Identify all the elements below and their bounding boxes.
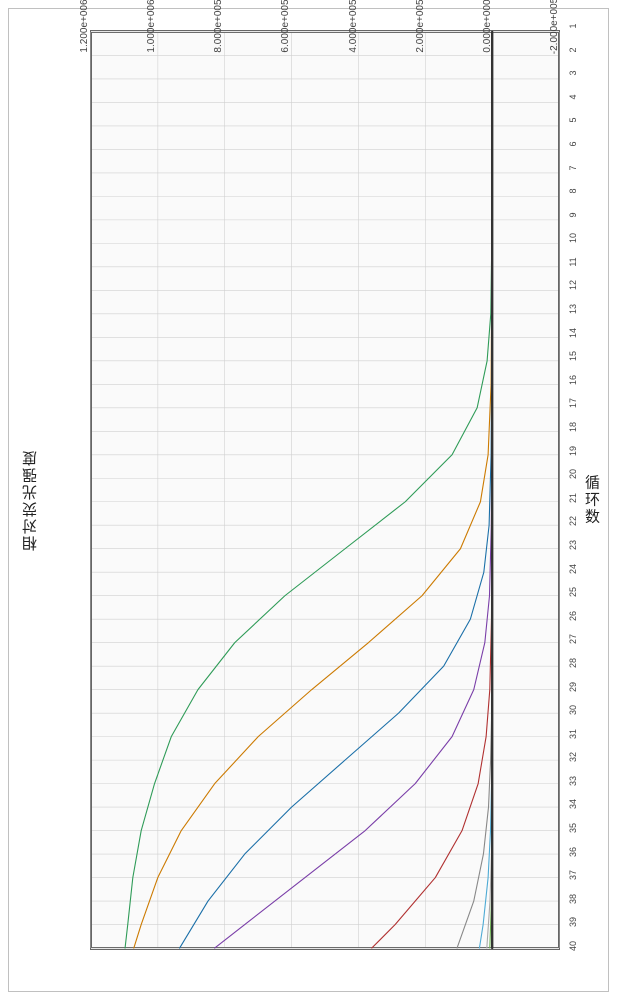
- x-tick-label: 15: [568, 347, 578, 365]
- x-tick-label: 23: [568, 536, 578, 554]
- x-tick-label: 6: [568, 135, 578, 153]
- x-tick-label: 1: [568, 17, 578, 35]
- x-tick-label: 26: [568, 607, 578, 625]
- x-tick-label: 25: [568, 583, 578, 601]
- x-tick-label: 13: [568, 300, 578, 318]
- x-tick-label: 17: [568, 394, 578, 412]
- x-tick-label: 33: [568, 772, 578, 790]
- series-sB: [134, 32, 492, 948]
- x-tick-label: 30: [568, 701, 578, 719]
- x-tick-label: 3: [568, 64, 578, 82]
- plot-svg: [91, 31, 559, 949]
- y-tick-label: 4.000e+005: [348, 0, 359, 53]
- x-tick-label: 39: [568, 913, 578, 931]
- x-tick-label: 9: [568, 206, 578, 224]
- series-sF: [457, 32, 492, 948]
- y-tick-label: 1.000e+006: [146, 0, 157, 53]
- x-tick-label: 16: [568, 371, 578, 389]
- x-tick-label: 36: [568, 843, 578, 861]
- x-tick-label: 14: [568, 324, 578, 342]
- x-axis-label: 循环数: [581, 475, 602, 526]
- x-tick-label: 22: [568, 512, 578, 530]
- x-tick-label: 24: [568, 560, 578, 578]
- series-sE: [372, 32, 492, 948]
- x-tick-label: 2: [568, 41, 578, 59]
- x-tick-label: 34: [568, 795, 578, 813]
- plot-area: [90, 30, 560, 950]
- x-tick-label: 21: [568, 489, 578, 507]
- x-tick-label: 11: [568, 253, 578, 271]
- x-tick-label: 37: [568, 866, 578, 884]
- y-axis-label: 相对荧光强度: [20, 449, 41, 551]
- amplification-chart: -2.000e+0050.000e+0002.000e+0054.000e+00…: [90, 30, 560, 950]
- x-tick-label: 28: [568, 654, 578, 672]
- x-tick-label: 4: [568, 88, 578, 106]
- x-tick-label: 20: [568, 465, 578, 483]
- x-tick-label: 38: [568, 890, 578, 908]
- y-tick-label: 8.000e+005: [213, 0, 224, 53]
- series-sD: [215, 32, 493, 948]
- series-sC: [180, 32, 493, 948]
- x-tick-label: 19: [568, 442, 578, 460]
- x-tick-label: 12: [568, 276, 578, 294]
- x-tick-label: 40: [568, 937, 578, 955]
- x-tick-label: 10: [568, 229, 578, 247]
- y-tick-label: 1.200e+006: [79, 0, 90, 53]
- x-tick-label: 29: [568, 678, 578, 696]
- x-tick-label: 8: [568, 182, 578, 200]
- x-tick-label: 7: [568, 159, 578, 177]
- y-tick-label: 2.000e+005: [415, 0, 426, 53]
- x-tick-label: 5: [568, 111, 578, 129]
- y-tick-label: 0.000e+000: [482, 0, 493, 53]
- x-tick-label: 27: [568, 630, 578, 648]
- y-tick-label: 6.000e+005: [280, 0, 291, 53]
- x-tick-label: 32: [568, 748, 578, 766]
- x-tick-label: 18: [568, 418, 578, 436]
- y-tick-label: -2.000e+005: [549, 0, 560, 54]
- x-tick-label: 31: [568, 725, 578, 743]
- x-tick-label: 35: [568, 819, 578, 837]
- series-sA: [125, 32, 492, 948]
